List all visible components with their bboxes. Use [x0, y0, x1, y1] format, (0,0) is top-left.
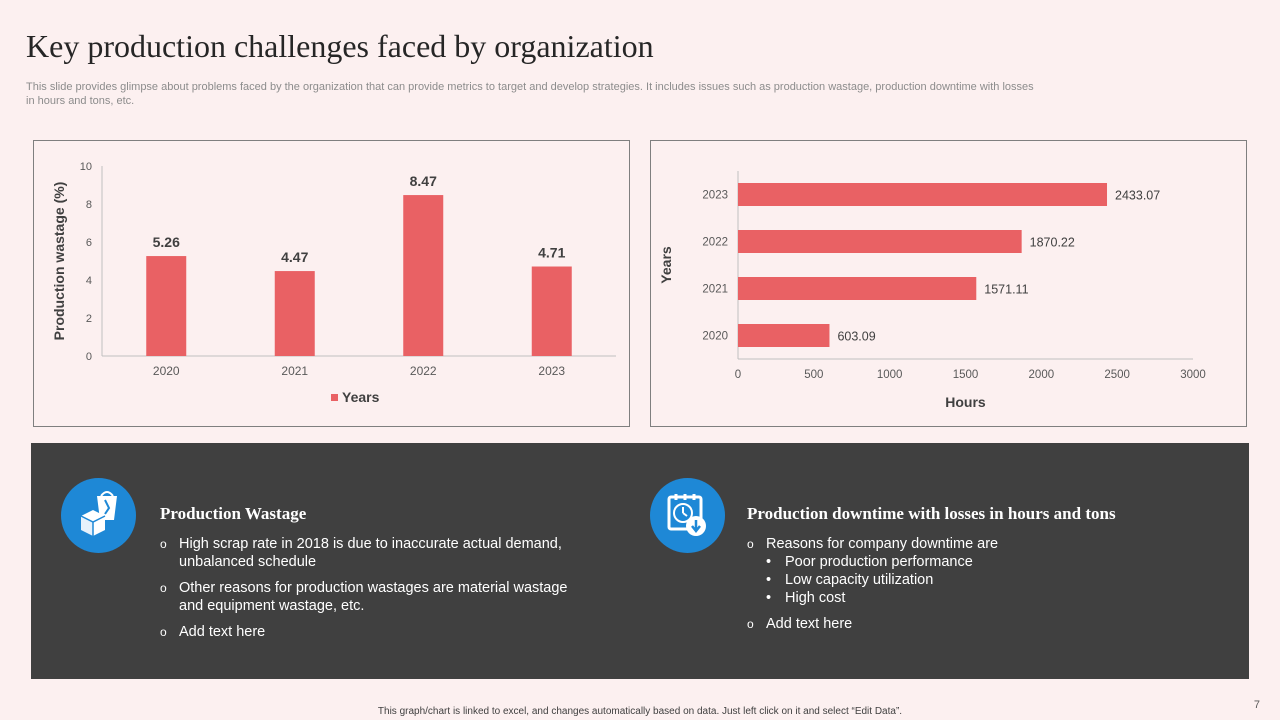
data-label: 4.47: [281, 249, 308, 265]
bar: [146, 256, 187, 356]
list-item: Add text here: [160, 623, 590, 641]
list-item-text: Reasons for company downtime are: [766, 536, 999, 552]
downtime-title: Production downtime with losses in hours…: [747, 504, 1116, 523]
legend-label: Years: [342, 389, 380, 405]
data-label: 4.71: [538, 245, 565, 261]
y-axis-title: Years: [658, 246, 674, 284]
data-label: 603.09: [837, 330, 875, 344]
list-item: Add text here: [747, 615, 1207, 633]
data-label: 2433.07: [1115, 189, 1160, 203]
list-item: High scrap rate in 2018 is due to inaccu…: [160, 535, 590, 571]
data-label: 5.26: [153, 234, 180, 250]
y-axis-title: Production wastage (%): [51, 182, 67, 341]
sub-list-item: High cost: [766, 589, 1207, 607]
y-tick-label: 2021: [702, 284, 728, 296]
bar: [738, 230, 1022, 253]
page-title: Key production challenges faced by organ…: [26, 28, 654, 64]
x-tick-label: 2020: [153, 364, 180, 378]
y-tick-label: 2022: [702, 237, 728, 249]
y-tick-label: 2023: [702, 190, 728, 202]
downtime-bullets: Reasons for company downtime are Poor pr…: [747, 535, 1207, 641]
legend-swatch: [331, 394, 338, 401]
wastage-title: Production Wastage: [160, 504, 307, 523]
x-tick-label: 2000: [1029, 369, 1055, 381]
data-label: 1571.11: [984, 283, 1028, 297]
bar: [531, 266, 572, 356]
x-tick-label: 2023: [538, 364, 565, 378]
x-tick-label: 1000: [877, 369, 903, 381]
x-tick-label: 500: [804, 369, 823, 381]
downtime-chart[interactable]: 0 500 1000 1500 2000 2500 3000 603.09 2020 1571.1…: [650, 140, 1247, 427]
list-item: Reasons for company downtime are Poor pr…: [747, 535, 1207, 607]
downtime-chart-svg: 0 500 1000 1500 2000 2500 3000 603.09 2020 1571.1…: [658, 171, 1206, 410]
y-tick-label: 0: [86, 351, 92, 363]
x-tick-label: 2021: [281, 364, 308, 378]
y-tick-label: 10: [80, 161, 92, 173]
x-axis-title: Hours: [945, 394, 986, 410]
sub-list-item: Low capacity utilization: [766, 571, 1207, 589]
x-tick-label: 3000: [1180, 369, 1206, 381]
production-wastage-icon: [61, 478, 136, 553]
wastage-chart-svg: 0 2 4 6 8 10 5.26 2020 4.47 2021 8.47 2022 4.71 2023 P…: [51, 161, 616, 405]
info-panel: Production Wastage High scrap rate in 20…: [31, 443, 1249, 679]
footer-note: This graph/chart is linked to excel, and…: [377, 706, 903, 717]
bar: [274, 271, 315, 356]
downtime-clock-icon: [650, 478, 725, 553]
x-tick-label: 0: [735, 369, 741, 381]
x-tick-label: 1500: [953, 369, 979, 381]
wastage-chart[interactable]: 0 2 4 6 8 10 5.26 2020 4.47 2021 8.47 2022 4.71 2023 P…: [33, 140, 630, 427]
list-item: Other reasons for production wastages ar…: [160, 579, 590, 615]
bar: [738, 324, 830, 347]
bar: [738, 277, 977, 300]
y-tick-label: 6: [86, 237, 92, 249]
sub-list-item: Poor production performance: [766, 553, 1207, 571]
bar: [738, 183, 1108, 206]
downtime-sub-bullets: Poor production performance Low capacity…: [766, 553, 1207, 607]
y-tick-label: 2: [86, 313, 92, 325]
y-tick-label: 8: [86, 199, 92, 211]
bar: [403, 195, 444, 356]
data-label: 1870.22: [1030, 236, 1075, 250]
x-tick-label: 2022: [410, 364, 437, 378]
page-subtitle: This slide provides glimpse about proble…: [26, 81, 1034, 107]
page-number: 7: [1253, 699, 1260, 711]
y-tick-label: 4: [86, 275, 92, 287]
x-tick-label: 2500: [1104, 369, 1130, 381]
y-tick-label: 2020: [702, 331, 728, 343]
wastage-bullets: High scrap rate in 2018 is due to inaccu…: [160, 535, 590, 649]
data-label: 8.47: [410, 173, 437, 189]
